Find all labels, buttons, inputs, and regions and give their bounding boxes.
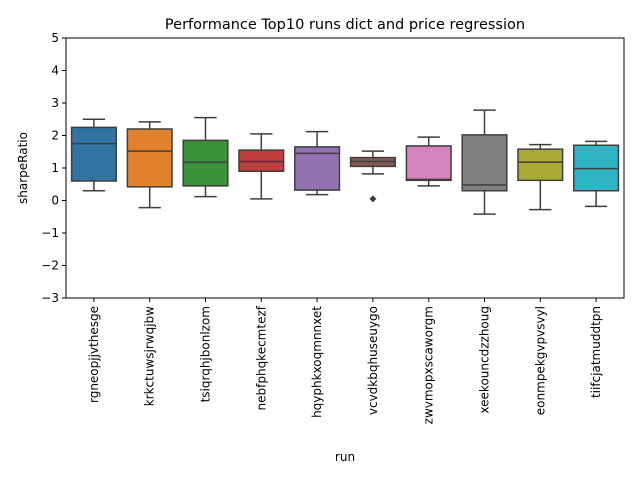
box-group-nebfphqkecmtezf	[238, 133, 285, 200]
x-tick-label: eonmpekgvpvsvyl	[533, 306, 547, 415]
box-group-vcvdkbqhuseuygo	[349, 150, 396, 203]
x-tick-label: tsiqrqhjbonlzom	[199, 306, 213, 402]
axes-frame	[65, 37, 625, 299]
y-tick-label: 1	[51, 161, 59, 175]
box-group-zwvmopxscaworgm	[405, 136, 452, 187]
box	[405, 145, 452, 182]
box-group-xeekouncdzzhoug	[461, 109, 508, 215]
y-axis-label: sharpeRatio	[16, 132, 30, 204]
box	[182, 139, 229, 187]
box	[126, 128, 173, 188]
y-tick-label: −1	[41, 226, 59, 240]
x-tick-label: zwvmopxscaworgm	[422, 306, 436, 424]
box-group-eonmpekgvpvsvyl	[517, 143, 564, 211]
x-tick-label: xeekouncdzzhoug	[478, 306, 492, 414]
box-group-tiifcjatmuddtpn	[573, 140, 620, 208]
plot-area	[70, 109, 620, 215]
x-tick-label: nebfphqkecmtezf	[254, 305, 268, 410]
box-group-krkctuwsjrwqjbw	[126, 121, 173, 209]
box	[517, 148, 564, 182]
y-tick-label: 2	[51, 129, 59, 143]
y-tick-label: 3	[51, 96, 59, 110]
box-group-tsiqrqhjbonlzom	[182, 116, 229, 198]
box	[461, 134, 508, 192]
x-tick-label: hqyphkxoqmnnxet	[310, 306, 324, 418]
outlier-point	[369, 195, 377, 203]
y-tick-label: 5	[51, 31, 59, 45]
chart-title: Performance Top10 runs dict and price re…	[165, 17, 525, 33]
box	[70, 126, 117, 182]
box-group-hqyphkxoqmnnxet	[294, 130, 341, 196]
y-tick-label: 0	[51, 194, 59, 208]
x-tick-label: krkctuwsjrwqjbw	[143, 306, 157, 406]
y-tick-label: 4	[51, 64, 59, 78]
x-tick-label: vcvdkbqhuseuygo	[366, 306, 380, 415]
axes: rgneopjjvthesge krkctuwsjrwqjbw tsiqrqhjbo…	[41, 31, 625, 424]
box	[238, 149, 285, 172]
x-axis-label: run	[335, 450, 355, 464]
x-tick-label: rgneopjjvthesge	[87, 306, 101, 403]
y-tick-label: −3	[41, 291, 59, 305]
box-group-rgneopjjvthesge	[70, 118, 117, 192]
x-tick-label: tiifcjatmuddtpn	[589, 306, 603, 398]
y-tick-label: −2	[41, 259, 59, 273]
